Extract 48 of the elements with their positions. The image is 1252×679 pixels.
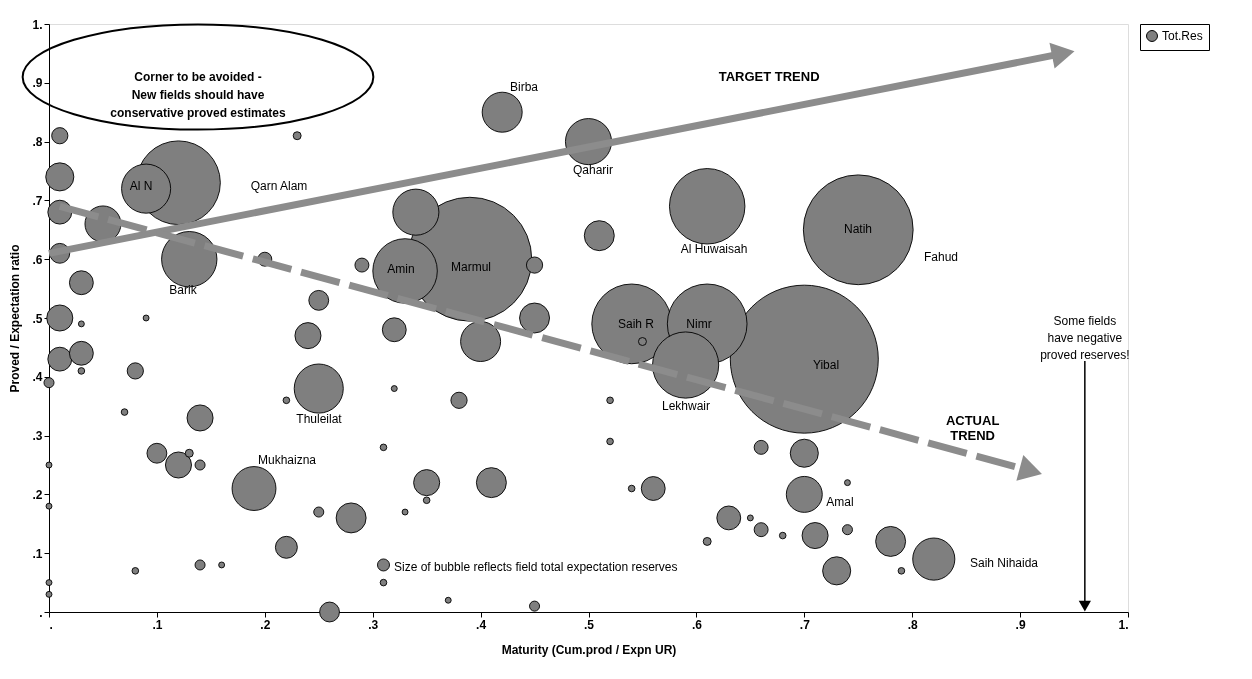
x-tick-label: .4 — [476, 617, 487, 632]
annotation: Size of bubble reflects field total expectation reserves — [394, 560, 678, 574]
annotation: Fahud — [923, 250, 959, 264]
y-tick-label: .4 — [32, 370, 43, 385]
y-tick-label: .1 — [32, 546, 43, 561]
annotation: Qaharir — [572, 163, 614, 177]
y-tick-label: .6 — [32, 252, 43, 267]
y-tick-label: .2 — [32, 487, 43, 502]
y-tick-label: .7 — [32, 193, 43, 208]
annotation: Saih R — [617, 317, 655, 331]
annotation: Barik — [169, 283, 198, 297]
annotation: Thuleilat — [296, 412, 343, 426]
annotation: Qarn Alam — [250, 179, 308, 193]
annotation: Nimr — [686, 317, 712, 331]
annotation: Mukhaizna — [257, 453, 317, 467]
annotation: Amin — [387, 262, 415, 276]
x-tick-label: .3 — [368, 617, 379, 632]
annotation: Birba — [509, 80, 539, 94]
y-tick-label: .8 — [32, 135, 43, 150]
x-tick-label: .8 — [907, 617, 919, 632]
x-tick-label: .7 — [799, 617, 811, 632]
x-tick-label: 1. — [1118, 617, 1129, 632]
x-tick-label: . — [49, 617, 53, 632]
y-tick-label: 1. — [32, 17, 43, 32]
annotation: Lekhwair — [661, 399, 711, 413]
annotation: Corner to be avoided - New fields should have conservative proved estimates — [110, 70, 287, 120]
x-axis-title: Maturity (Cum.prod / Expn UR) — [501, 642, 677, 657]
y-tick-label: .9 — [32, 76, 43, 91]
annotation: Yibal — [812, 358, 840, 372]
x-tick-label: .6 — [691, 617, 703, 632]
annotation: Amal — [826, 495, 854, 509]
annotation: Saih Nihaida — [969, 556, 1039, 570]
y-tick-label: .3 — [32, 429, 43, 444]
annotation: Natih — [843, 222, 873, 236]
x-tick-label: .5 — [583, 617, 595, 632]
annotation: Some fields have negative proved reserves! — [1040, 314, 1130, 363]
annotation: Al N — [129, 179, 153, 193]
y-axis-title: Proved / Expectation ratio — [8, 244, 23, 393]
series-label: TARGET TREND — [718, 69, 820, 85]
y-tick-label: .5 — [32, 311, 43, 326]
series-label: ACTUAL TREND — [945, 413, 1000, 443]
y-tick-label: . — [39, 605, 43, 620]
x-tick-label: .2 — [260, 617, 271, 632]
x-tick-label: .1 — [152, 617, 163, 632]
annotation: Al Huwaisah — [680, 242, 748, 256]
legend-label: Tot.Res — [1162, 29, 1203, 43]
annotation: Marmul — [450, 260, 492, 274]
x-tick-label: .9 — [1015, 617, 1026, 632]
